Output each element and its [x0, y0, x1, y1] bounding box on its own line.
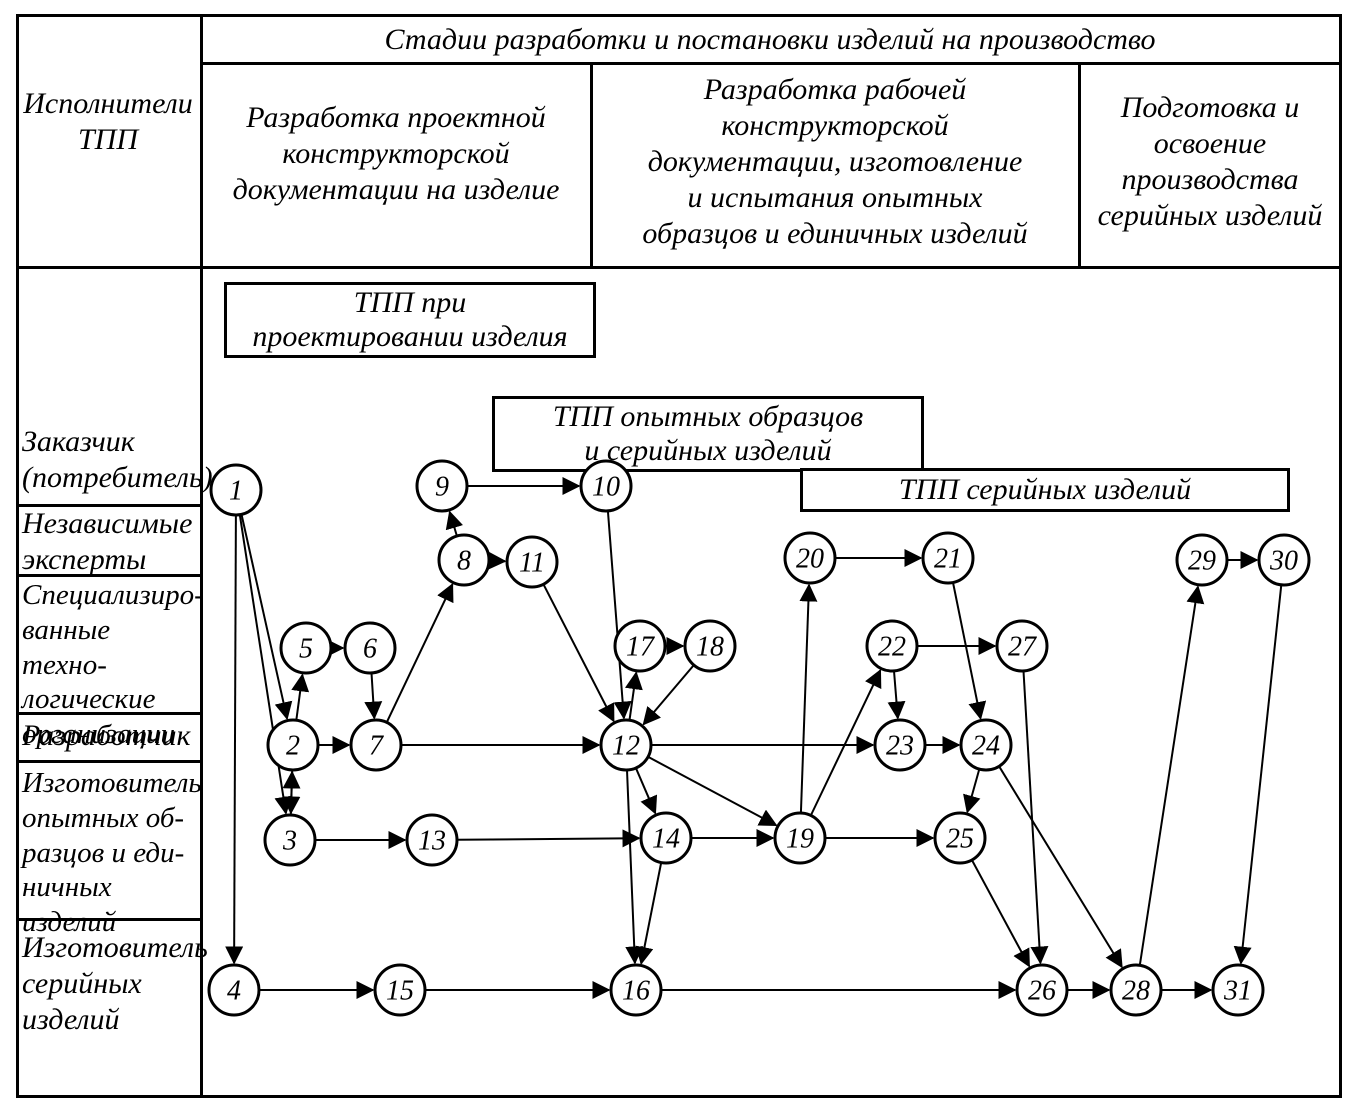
edge-13-14 — [457, 838, 639, 840]
node-11: 11 — [507, 537, 557, 587]
edge-12-17 — [630, 673, 637, 721]
node-label-26: 26 — [1028, 976, 1056, 1007]
node-20: 20 — [785, 533, 835, 583]
edge-7-8 — [387, 584, 453, 722]
edge-2-3 — [291, 770, 292, 813]
node-label-30: 30 — [1269, 546, 1298, 577]
node-1: 1 — [211, 465, 261, 515]
node-13: 13 — [407, 815, 457, 865]
node-19: 19 — [775, 813, 825, 863]
edge-10-12 — [608, 511, 624, 718]
node-21: 21 — [923, 533, 973, 583]
node-4: 4 — [209, 965, 259, 1015]
edge-14-16 — [641, 863, 661, 964]
node-label-7: 7 — [369, 731, 384, 762]
node-5: 5 — [281, 623, 331, 673]
node-label-2: 2 — [286, 731, 300, 762]
node-label-25: 25 — [946, 824, 974, 855]
node-label-21: 21 — [934, 544, 962, 575]
node-17: 17 — [615, 621, 665, 671]
edge-28-29 — [1140, 587, 1198, 966]
node-16: 16 — [611, 965, 661, 1015]
node-label-22: 22 — [878, 632, 906, 663]
edge-8-11 — [489, 561, 505, 562]
node-label-28: 28 — [1122, 976, 1150, 1007]
edge-12-14 — [636, 768, 655, 813]
node-23: 23 — [875, 720, 925, 770]
node-27: 27 — [997, 621, 1047, 671]
node-15: 15 — [375, 965, 425, 1015]
edge-11-12 — [543, 584, 613, 721]
node-label-18: 18 — [696, 632, 724, 663]
node-label-14: 14 — [652, 824, 680, 855]
node-2: 2 — [268, 720, 318, 770]
edge-21-24 — [953, 583, 981, 719]
node-label-23: 23 — [886, 731, 914, 762]
node-14: 14 — [641, 813, 691, 863]
node-label-31: 31 — [1223, 976, 1252, 1007]
node-12: 12 — [601, 720, 651, 770]
edge-27-26 — [1024, 671, 1041, 963]
node-18: 18 — [685, 621, 735, 671]
edge-8-9 — [450, 512, 457, 536]
diagram-root: Исполнители ТПП Стадии разработки и пост… — [0, 0, 1359, 1111]
edge-25-26 — [972, 860, 1029, 966]
node-label-8: 8 — [457, 546, 471, 577]
node-label-19: 19 — [786, 824, 814, 855]
node-label-6: 6 — [363, 634, 377, 665]
node-29: 29 — [1177, 535, 1227, 585]
node-label-13: 13 — [418, 826, 446, 857]
node-label-15: 15 — [386, 976, 414, 1007]
edge-1-3 — [240, 515, 286, 814]
node-label-24: 24 — [972, 731, 1000, 762]
node-label-17: 17 — [626, 632, 655, 663]
node-6: 6 — [345, 623, 395, 673]
node-label-10: 10 — [592, 472, 620, 503]
node-24: 24 — [961, 720, 1011, 770]
node-label-27: 27 — [1008, 632, 1037, 663]
node-label-16: 16 — [622, 976, 650, 1007]
node-label-9: 9 — [435, 472, 449, 503]
edge-30-31 — [1241, 585, 1281, 963]
node-label-20: 20 — [796, 544, 824, 575]
node-3: 3 — [265, 815, 315, 865]
edge-22-23 — [894, 671, 898, 718]
node-22: 22 — [867, 621, 917, 671]
node-7: 7 — [351, 720, 401, 770]
node-label-5: 5 — [299, 634, 313, 665]
node-10: 10 — [581, 461, 631, 511]
node-label-29: 29 — [1188, 546, 1216, 577]
node-26: 26 — [1017, 965, 1067, 1015]
edge-19-20 — [801, 585, 809, 813]
node-label-3: 3 — [282, 826, 297, 857]
node-8: 8 — [439, 535, 489, 585]
edge-6-7 — [372, 673, 375, 718]
node-label-1: 1 — [229, 476, 243, 507]
node-25: 25 — [935, 813, 985, 863]
edge-1-2 — [242, 514, 288, 718]
node-label-11: 11 — [519, 548, 545, 579]
node-label-12: 12 — [612, 731, 640, 762]
edge-24-25 — [967, 769, 979, 812]
node-31: 31 — [1213, 965, 1263, 1015]
edge-18-12 — [644, 665, 694, 724]
edge-19-22 — [811, 670, 881, 815]
edge-2-5 — [296, 675, 302, 720]
node-label-4: 4 — [227, 976, 241, 1007]
node-28: 28 — [1111, 965, 1161, 1015]
edge-1-4 — [234, 515, 236, 963]
edge-12-16 — [627, 770, 635, 963]
node-9: 9 — [417, 461, 467, 511]
graph-svg: 1234567891011121314151617181920212223242… — [0, 0, 1359, 1111]
edge-24-28 — [999, 766, 1122, 967]
node-30: 30 — [1259, 535, 1309, 585]
